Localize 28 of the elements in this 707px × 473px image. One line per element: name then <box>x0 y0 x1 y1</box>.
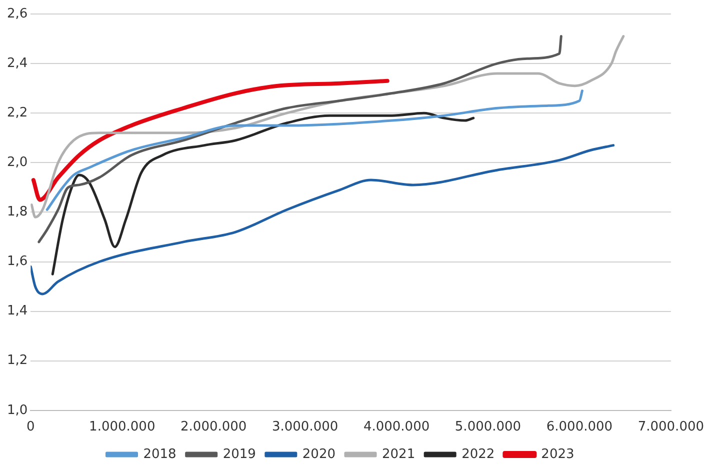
y-tick-label: 1,2 <box>6 353 28 368</box>
x-tick-label: 3.000.000 <box>272 420 338 435</box>
x-tick-label: 2.000.000 <box>180 420 247 435</box>
legend-label: 2022 <box>462 446 495 462</box>
y-tick-label: 2,4 <box>6 56 28 71</box>
y-tick-label: 2,0 <box>6 155 28 170</box>
x-tick-label: 6.000.000 <box>546 420 613 435</box>
line-series <box>38 35 562 244</box>
y-tick-label: 1,8 <box>6 204 28 220</box>
line-series <box>30 144 615 296</box>
y-tick-label: 2,2 <box>6 105 28 120</box>
y-tick-label: 1,4 <box>6 304 28 319</box>
y-tick-label: 1,6 <box>6 254 28 270</box>
y-tick-label: 2,6 <box>6 6 28 22</box>
x-tick-label: 5.000.000 <box>454 420 522 435</box>
x-tick-label: 0 <box>26 420 35 435</box>
legend-label: 2018 <box>143 446 176 462</box>
line-series <box>46 90 584 211</box>
legend-label: 2021 <box>382 446 416 462</box>
x-tick-label: 4.000.000 <box>363 420 430 435</box>
legend-label: 2023 <box>541 446 574 462</box>
line-series <box>51 112 475 276</box>
legend-label: 2019 <box>222 446 256 462</box>
legend-label: 2020 <box>302 446 336 462</box>
line-series <box>31 78 390 202</box>
x-tick-label: 1.000.000 <box>89 420 156 435</box>
x-tick-label: 7.000.000 <box>638 420 704 435</box>
y-tick-label: 1,0 <box>6 402 28 418</box>
